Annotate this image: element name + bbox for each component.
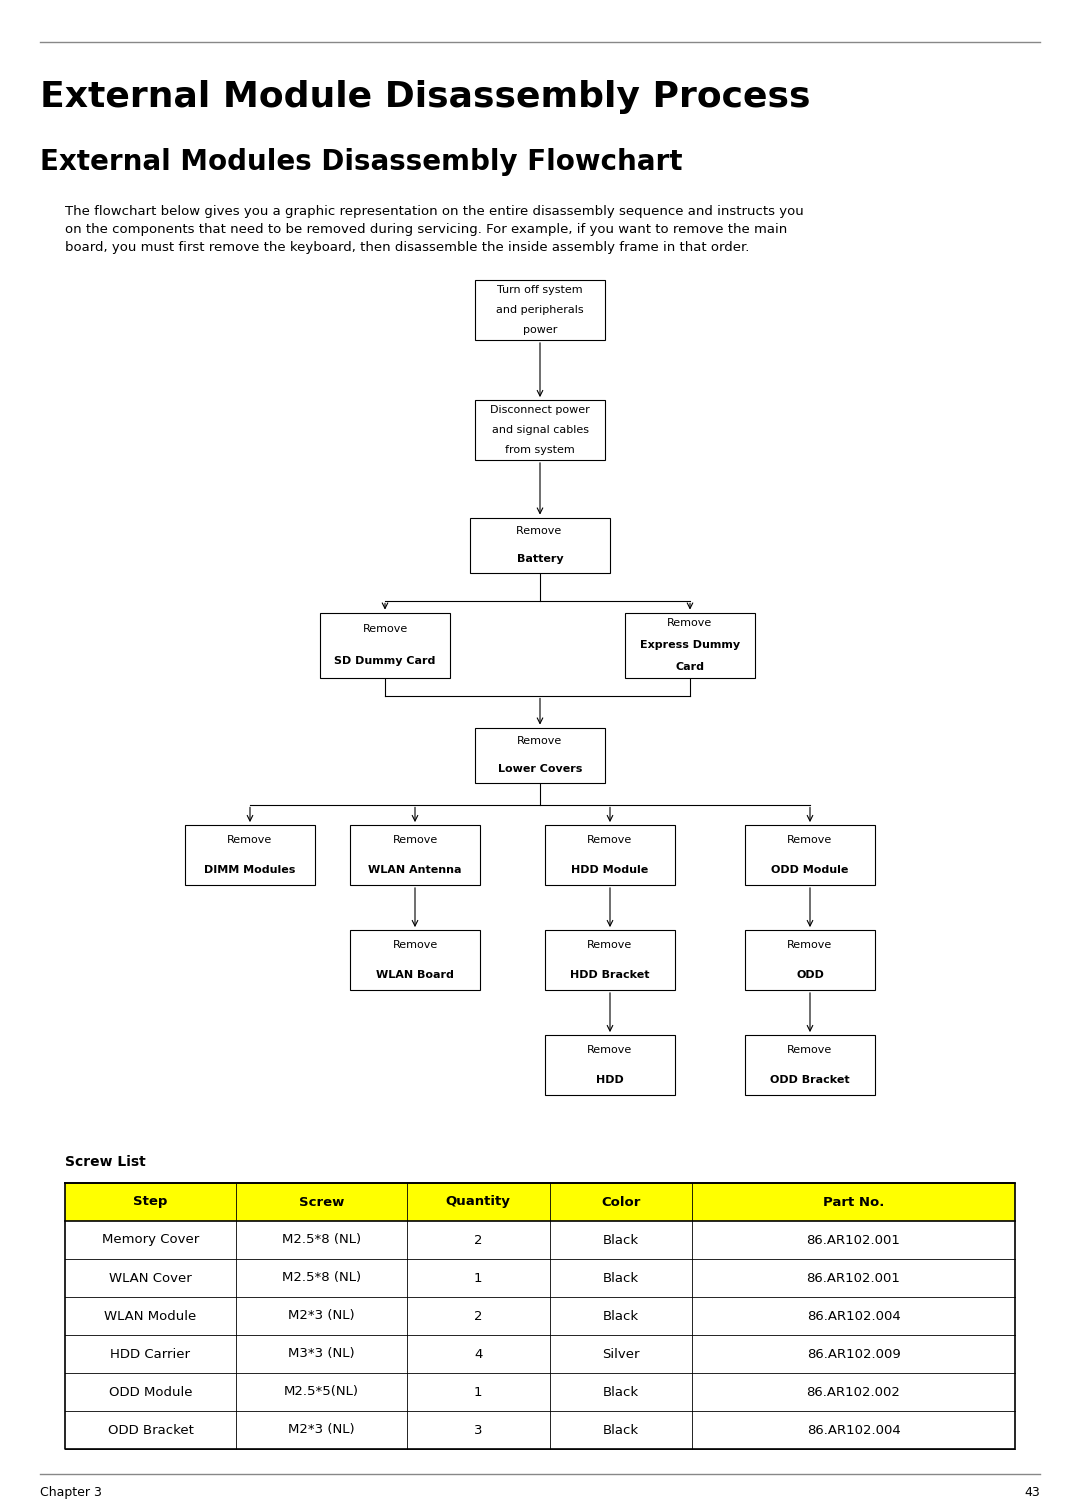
Text: Remove: Remove bbox=[228, 835, 272, 845]
Text: Screw: Screw bbox=[299, 1196, 345, 1208]
Text: and signal cables: and signal cables bbox=[491, 425, 589, 435]
Text: Chapter 3: Chapter 3 bbox=[40, 1486, 102, 1498]
Text: Turn off system: Turn off system bbox=[497, 284, 583, 295]
Bar bbox=[745, 826, 875, 885]
Text: 2: 2 bbox=[474, 1309, 483, 1323]
Text: Remove: Remove bbox=[392, 835, 437, 845]
Bar bbox=[65, 1259, 1015, 1297]
Text: Battery: Battery bbox=[516, 553, 564, 564]
Text: Card: Card bbox=[675, 662, 704, 671]
Text: Black: Black bbox=[603, 1272, 638, 1285]
Text: ODD Bracket: ODD Bracket bbox=[770, 1075, 850, 1086]
Text: ODD: ODD bbox=[796, 971, 824, 980]
Text: 3: 3 bbox=[474, 1423, 483, 1436]
Text: SD Dummy Card: SD Dummy Card bbox=[335, 656, 435, 667]
Text: 1: 1 bbox=[474, 1272, 483, 1285]
Text: WLAN Cover: WLAN Cover bbox=[109, 1272, 192, 1285]
Text: HDD Carrier: HDD Carrier bbox=[110, 1347, 190, 1361]
Text: Remove: Remove bbox=[515, 526, 565, 537]
Text: 4: 4 bbox=[474, 1347, 483, 1361]
Text: Remove: Remove bbox=[588, 940, 633, 950]
Bar bbox=[65, 1297, 1015, 1335]
Text: from system: from system bbox=[505, 445, 575, 455]
Text: ODD Module: ODD Module bbox=[109, 1385, 192, 1399]
Bar bbox=[350, 930, 480, 990]
Text: 86.AR102.001: 86.AR102.001 bbox=[807, 1272, 901, 1285]
Text: HDD Module: HDD Module bbox=[571, 865, 649, 875]
Text: Black: Black bbox=[603, 1423, 638, 1436]
Text: Remove: Remove bbox=[787, 1045, 833, 1055]
Text: Remove: Remove bbox=[787, 940, 833, 950]
Bar bbox=[545, 826, 675, 885]
Text: Remove: Remove bbox=[787, 835, 833, 845]
Text: M2.5*8 (NL): M2.5*8 (NL) bbox=[282, 1272, 361, 1285]
Bar bbox=[320, 612, 450, 677]
Text: Black: Black bbox=[603, 1385, 638, 1399]
Bar bbox=[745, 1036, 875, 1095]
Text: Quantity: Quantity bbox=[446, 1196, 511, 1208]
Text: Remove: Remove bbox=[363, 624, 407, 634]
Text: HDD: HDD bbox=[596, 1075, 624, 1086]
Text: M2.5*8 (NL): M2.5*8 (NL) bbox=[282, 1234, 361, 1246]
Text: M2.5*5(NL): M2.5*5(NL) bbox=[284, 1385, 359, 1399]
Text: DIMM Modules: DIMM Modules bbox=[204, 865, 296, 875]
Text: M2*3 (NL): M2*3 (NL) bbox=[288, 1423, 355, 1436]
Text: 86.AR102.001: 86.AR102.001 bbox=[807, 1234, 901, 1246]
Bar bbox=[350, 826, 480, 885]
Bar bbox=[545, 1036, 675, 1095]
Bar bbox=[475, 727, 605, 783]
Text: ODD Bracket: ODD Bracket bbox=[108, 1423, 193, 1436]
Text: Express Dummy: Express Dummy bbox=[640, 640, 740, 650]
Text: Silver: Silver bbox=[602, 1347, 639, 1361]
Text: 86.AR102.004: 86.AR102.004 bbox=[807, 1423, 901, 1436]
Bar bbox=[475, 280, 605, 340]
Text: 86.AR102.009: 86.AR102.009 bbox=[807, 1347, 901, 1361]
Text: power: power bbox=[523, 325, 557, 336]
Text: Remove: Remove bbox=[588, 835, 633, 845]
Bar bbox=[65, 1411, 1015, 1448]
Text: Lower Covers: Lower Covers bbox=[498, 764, 582, 774]
Text: The flowchart below gives you a graphic representation on the entire disassembly: The flowchart below gives you a graphic … bbox=[65, 206, 804, 254]
Text: Black: Black bbox=[603, 1309, 638, 1323]
Bar bbox=[65, 1373, 1015, 1411]
Text: Step: Step bbox=[133, 1196, 167, 1208]
Bar bbox=[65, 1335, 1015, 1373]
Text: Color: Color bbox=[602, 1196, 640, 1208]
Text: HDD Bracket: HDD Bracket bbox=[570, 971, 650, 980]
Text: 86.AR102.004: 86.AR102.004 bbox=[807, 1309, 901, 1323]
Text: WLAN Antenna: WLAN Antenna bbox=[368, 865, 462, 875]
Bar bbox=[475, 401, 605, 460]
Text: ODD Module: ODD Module bbox=[771, 865, 849, 875]
Bar bbox=[185, 826, 315, 885]
Text: 86.AR102.002: 86.AR102.002 bbox=[807, 1385, 901, 1399]
Text: Remove: Remove bbox=[392, 940, 437, 950]
Text: Remove: Remove bbox=[517, 736, 563, 747]
Text: Disconnect power: Disconnect power bbox=[490, 405, 590, 414]
Text: Remove: Remove bbox=[588, 1045, 633, 1055]
Bar bbox=[545, 930, 675, 990]
Text: M2*3 (NL): M2*3 (NL) bbox=[288, 1309, 355, 1323]
Text: 43: 43 bbox=[1024, 1486, 1040, 1498]
Text: and peripherals: and peripherals bbox=[496, 305, 584, 314]
Text: External Modules Disassembly Flowchart: External Modules Disassembly Flowchart bbox=[40, 148, 683, 175]
Text: WLAN Board: WLAN Board bbox=[376, 971, 454, 980]
Text: Memory Cover: Memory Cover bbox=[102, 1234, 199, 1246]
Text: WLAN Module: WLAN Module bbox=[105, 1309, 197, 1323]
Text: Screw List: Screw List bbox=[65, 1155, 146, 1169]
Bar bbox=[470, 517, 610, 573]
Text: Black: Black bbox=[603, 1234, 638, 1246]
Text: Remove: Remove bbox=[667, 618, 713, 629]
Bar bbox=[65, 1222, 1015, 1259]
Text: 1: 1 bbox=[474, 1385, 483, 1399]
Bar bbox=[65, 1182, 1015, 1222]
Text: Part No.: Part No. bbox=[823, 1196, 885, 1208]
Text: External Module Disassembly Process: External Module Disassembly Process bbox=[40, 80, 810, 113]
Bar bbox=[745, 930, 875, 990]
Bar bbox=[625, 612, 755, 677]
Text: M3*3 (NL): M3*3 (NL) bbox=[288, 1347, 355, 1361]
Text: 2: 2 bbox=[474, 1234, 483, 1246]
